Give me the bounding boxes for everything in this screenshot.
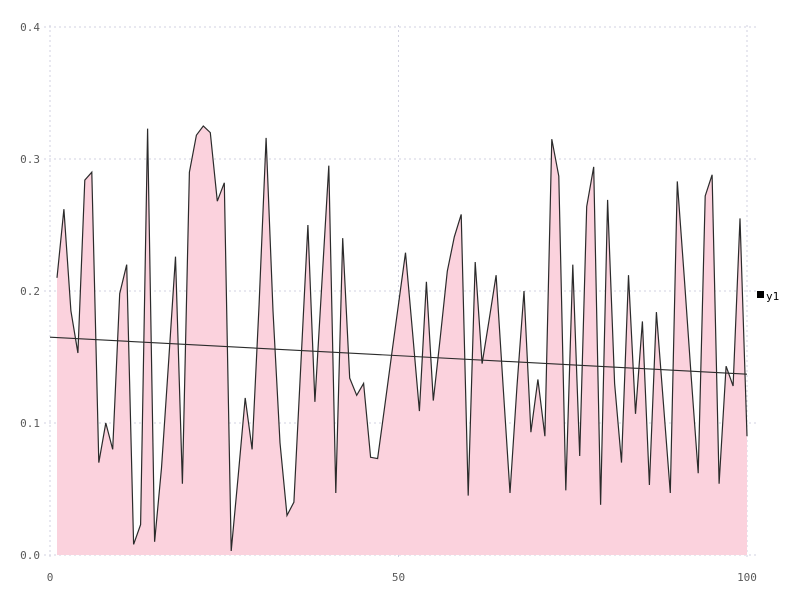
x-axis-tick-label: 50 (392, 571, 405, 584)
x-axis-tick-labels: 0 50 100 (47, 571, 757, 584)
y-axis-tick-label: 0.3 (20, 153, 40, 166)
legend-marker-square-icon (757, 291, 764, 298)
legend: y1 (757, 290, 779, 303)
series-line (56, 125, 748, 552)
trend-line (49, 336, 748, 375)
area-fill (57, 126, 747, 555)
y-axis-tick-label: 0.2 (20, 285, 40, 298)
y-axis-tick-label: 0.1 (20, 417, 40, 430)
y-axis-tick-label: 0.4 (20, 21, 40, 34)
trend-line-group (49, 336, 748, 375)
y-axis-tick-label: 0.0 (20, 549, 40, 562)
legend-label: y1 (766, 290, 779, 303)
area-series (56, 125, 748, 555)
y-axis-tick-labels: 0.0 0.1 0.2 0.3 0.4 (20, 21, 40, 562)
x-axis-tick-label: 0 (47, 571, 54, 584)
x-axis-tick-label: 100 (737, 571, 757, 584)
